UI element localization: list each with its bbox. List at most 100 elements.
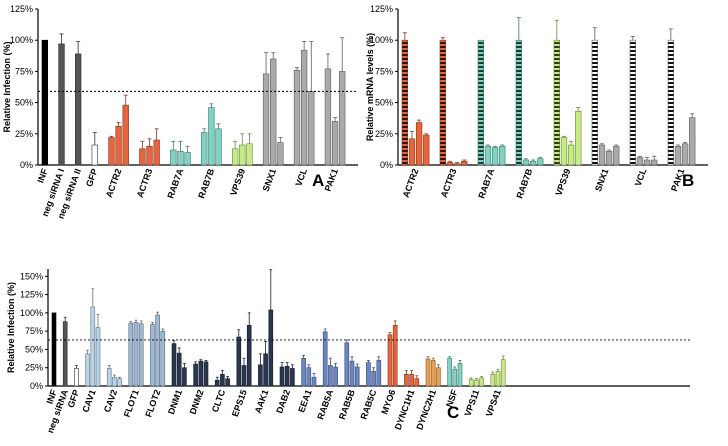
y-tick-label-a-0: 0% [20,160,33,170]
y-tick-label-a-5: 125% [10,4,33,14]
category-label-c-aak1: AAK1 [253,388,271,414]
bar-c-dync1h1-2 [414,378,420,387]
bar-a-actr3-1 [146,145,153,166]
bar-b-rab7a-2 [491,147,499,166]
bar-c-cltc-2 [225,378,230,387]
bar-b-snx1-1 [598,144,606,166]
bar-b-actr3-3 [461,160,468,166]
bar-c-rab5c-1 [371,371,376,387]
bar-c-vps41-2 [500,359,506,387]
category-label-c-vps11: VPS11 [462,388,481,417]
bar-b-vps39-2 [567,144,575,166]
bar-b-snx1-0 [591,39,598,166]
bar-b-pak1-2 [681,143,689,166]
category-label-b-vcl: VCL [633,167,649,188]
bar-a-actr2-2 [122,104,129,166]
bar-c-dab2-0 [279,366,285,387]
bar-a-pak1-0 [324,68,332,166]
bar-a-pak1-2 [339,71,346,166]
bar-b-pak1-3 [689,117,696,166]
category-label-b-snx1: SNX1 [593,167,610,193]
bar-b-actr2-2 [415,122,423,166]
category-label-c-flot2: FLOT2 [143,388,162,418]
bar-c-cav1-1 [90,306,96,387]
bar-b-vcl-2 [643,159,651,166]
bar-c-flot1-2 [138,323,144,387]
bar-c-flot2-2 [160,330,166,387]
category-label-b-actr2: ACTR2 [401,167,421,199]
bar-c-dync1h1-0 [404,373,409,387]
bar-b-actr2-1 [408,138,416,166]
bar-b-actr3-2 [453,163,461,166]
category-label-a-vcl: VCL [293,167,309,188]
panel-letter-b: B [682,171,694,190]
bar-c-vps41-0 [490,373,496,387]
y-tick-label-c-1: 25% [25,363,43,373]
bar-c-aak1-1 [263,353,268,387]
bar-c-aak1-2 [268,309,274,387]
bar-c-vps41-1 [495,371,501,387]
category-label-a-rab7a: RAB7A [165,167,185,200]
bar-c-dnm1-0 [171,343,177,387]
category-label-c-cav1: CAV1 [80,388,97,413]
category-label-c-rab5c: RAB5C [358,388,378,421]
bar-c-cltc-1 [220,373,225,387]
bar-c-dync2h1-1 [430,360,436,387]
bar-c-eps15-2 [246,325,252,387]
bar-b-vps39-0 [553,39,560,166]
category-label-b-actr3: ACTR3 [439,167,459,199]
bar-c-vps11-0 [468,379,474,387]
y-tick-label-a-3: 75% [15,66,33,76]
bar-a-vcl-2 [308,91,315,166]
bar-c-myo6-1 [392,325,398,387]
bar-c-eea1-0 [301,357,306,387]
panel-c-chart: 0% 25% 50% 75% 100% 125% 150% Relative Infectio… [6,269,690,434]
bar-c-neg-sirna-0 [62,321,68,387]
bar-a-vps39-2 [246,143,253,166]
bar-c-rab5b-1 [349,360,355,387]
bar-a-snx1-2 [277,142,284,166]
y-tick-label-c-2: 50% [25,344,43,354]
category-label-a-gfp: GFP [84,167,100,188]
category-label-c-rab5a: RAB5A [315,388,335,421]
bar-a-gfp-0 [91,144,98,166]
bar-c-cav1-2 [95,327,101,387]
bar-a-inf-0 [41,39,49,166]
bar-a-snx1-0 [262,73,270,166]
category-label-a-snx1: SNX1 [261,167,278,193]
bar-b-actr2-3 [423,134,430,166]
bar-b-pak1-0 [667,39,674,166]
bar-c-eps15-0 [236,336,242,387]
bar-c-flot1-1 [133,322,139,387]
panel-b-chart: 0% 25% 50% 75% 100% 125% Relative mRNA levels … [365,4,708,200]
bar-c-vps11-2 [479,377,484,387]
bar-c-dnm1-1 [176,352,182,387]
bar-b-snx1-2 [605,150,613,166]
bar-a-vps39-1 [239,144,246,166]
bar-a-actr2-1 [115,126,122,166]
bar-a-rab7b-0 [201,132,208,166]
bar-c-dync2h1-0 [425,358,431,387]
bar-a-rab7b-1 [208,107,215,166]
bar-b-rab7a-3 [499,145,506,166]
bar-c-rab5a-1 [328,365,333,387]
bar-b-rab7a-1 [484,145,492,166]
category-label-c-vps41: VPS41 [484,388,503,418]
category-label-c-dnm1: DNM1 [166,388,184,415]
category-label-c-dync2h1: DYNC2H1 [414,388,438,431]
y-tick-label-c-5: 125% [20,290,43,300]
y-tick-label-b-0: 0% [380,160,393,170]
bar-c-flot1-0 [128,322,134,387]
bar-c-dnm2-1 [198,360,204,387]
bar-b-actr2-0 [401,39,408,166]
bar-b-vcl-3 [651,159,658,166]
bar-a-vcl-0 [293,69,301,166]
bar-a-neg-sirna-ii-0 [75,53,82,166]
bar-c-inf-0 [51,312,57,387]
category-label-a-actr2: ACTR2 [104,167,124,199]
bar-b-snx1-3 [613,145,620,166]
bar-c-cav2-2 [117,378,122,387]
bar-a-neg-sirna-i-0 [58,43,65,166]
y-tick-label-a-1: 25% [15,129,33,139]
category-label-c-dnm2: DNM2 [188,388,206,415]
